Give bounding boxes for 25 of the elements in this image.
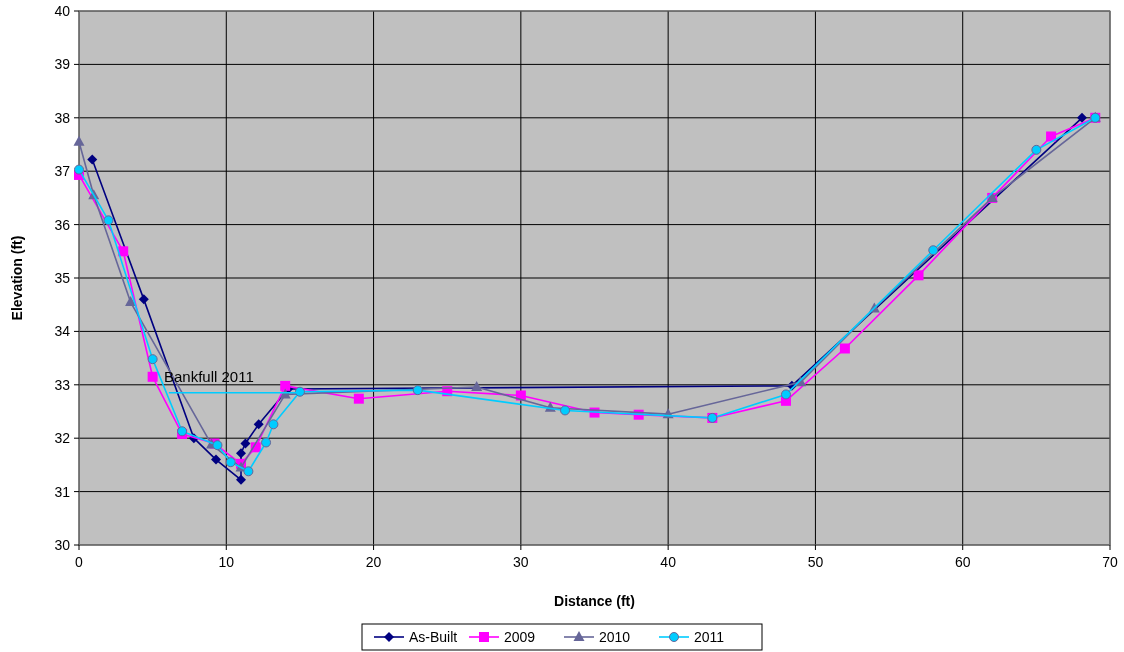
y-tick-label: 37 [54,163,71,180]
y-tick-label: 34 [54,323,71,340]
y-tick-label: 36 [54,216,71,233]
x-tick-label: 30 [513,554,529,570]
y-tick-label: 38 [54,109,71,126]
x-axis-title: Distance (ft) [554,593,635,609]
y-tick-label: 33 [54,376,71,393]
legend-label: 2010 [599,628,631,645]
y-tick-label: 39 [54,56,71,73]
y-tick-label: 30 [54,536,71,553]
y-tick-label: 40 [54,2,71,19]
y-axis-title: Elevation (ft) [9,235,25,321]
x-tick-label: 60 [954,554,971,570]
y-tick-label: 35 [54,269,71,286]
x-tick-label: 50 [807,554,824,570]
legend-label: As-Built [409,628,458,645]
y-tick-label: 31 [54,483,71,500]
x-tick-label: 0 [75,554,84,570]
y-tick-label: 32 [54,430,71,447]
x-tick-label: 40 [660,554,677,570]
x-tick-label: 10 [218,554,235,570]
x-tick-label: 20 [365,554,382,570]
legend-label: 2009 [504,628,536,645]
legend-label: 2011 [694,628,725,645]
x-tick-label: 70 [1102,554,1118,570]
